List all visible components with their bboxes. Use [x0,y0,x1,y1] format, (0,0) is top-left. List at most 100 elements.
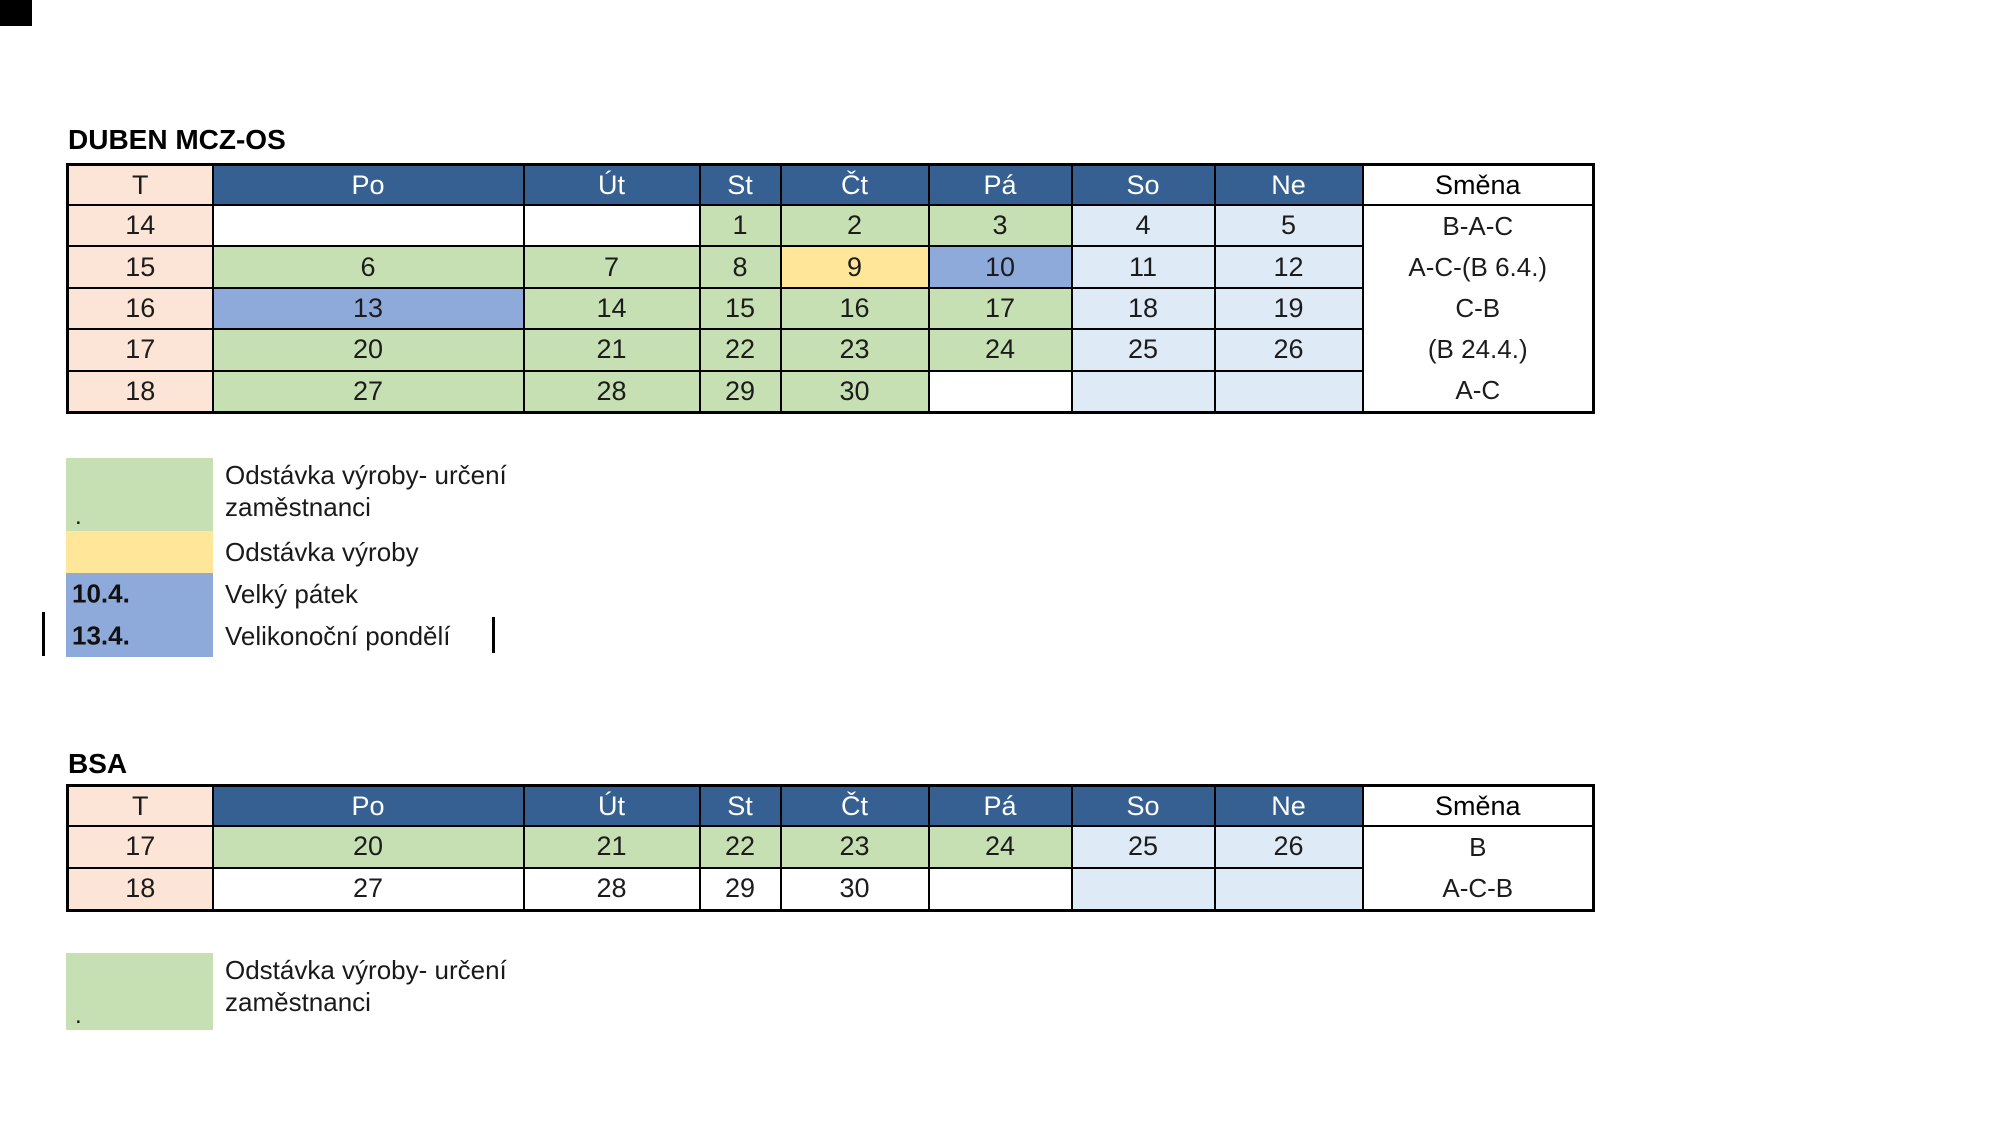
col-header-sat: So [1070,784,1216,827]
day-cell: 19 [1213,286,1364,331]
legend-label: Odstávka výroby- určení zaměstnanci [225,460,507,522]
legend-date: 13.4. [72,620,130,651]
legend-item-easter-monday: 13.4. Velikonoční pondělí [66,615,507,657]
legend-item-shutdown: Odstávka výroby [66,531,507,573]
day-cell: 30 [779,369,930,414]
smena-line: (B 24.4.) [1427,334,1528,364]
day-cell: 28 [522,866,701,912]
legend-swatch-green: . [66,953,213,1030]
legend-item-good-friday: 10.4. Velký pátek [66,573,507,615]
day-cell: 28 [522,369,701,414]
col-header-sun: Ne [1213,163,1364,206]
day-cell [1070,866,1216,912]
header-row: T Po Út St Čt Pá So Ne Směna [66,784,1595,827]
bsa-title: BSA [68,748,128,779]
legend-bsa: . Odstávka výroby- určení zaměstnanci [66,953,507,1030]
legend-item-shutdown-designated: . Odstávka výroby- určení zaměstnanci [66,953,507,1030]
col-header-smena: Směna [1361,784,1595,827]
day-cell: 7 [522,245,701,289]
day-cell: 4 [1070,203,1216,248]
week-row: 14 1 2 3 4 5 B-A-C A-C-(B 6.4.) C-B (B 2… [66,203,1595,414]
day-cell: 23 [779,328,930,372]
dot-mark: . [75,1002,82,1029]
week-row: 15 6 7 8 9 10 11 12 [66,245,1594,289]
screenshot-corner-artifact [0,0,32,26]
day-cell: 18 [1070,286,1216,331]
day-cell: 27 [211,866,525,912]
day-cell: 25 [1070,328,1216,372]
week-row: 16 13 14 15 16 17 18 19 [66,286,1594,331]
day-cell [1213,866,1364,912]
legend-mcz: . Odstávka výroby- určení zaměstnanci Od… [66,458,507,657]
day-cell: 22 [698,328,782,372]
day-cell: 21 [522,328,701,372]
col-header-week: T [66,784,214,827]
col-header-fri: Pá [927,784,1073,827]
col-header-sat: So [1070,163,1216,206]
legend-item-shutdown-designated: . Odstávka výroby- určení zaměstnanci [66,458,507,531]
legend-date: 10.4. [72,578,130,609]
day-cell: 15 [698,286,782,331]
day-cell: 1 [698,203,782,248]
text-cursor-artifact [492,617,495,653]
legend-label: Odstávka výroby [225,536,419,567]
legend-swatch-blue: 13.4. [66,615,213,657]
week-row: 18 27 28 29 30 [66,866,1594,912]
col-header-fri: Pá [927,163,1073,206]
day-cell: 30 [779,866,930,912]
legend-label: Velikonoční pondělí [225,620,451,651]
day-cell: 17 [927,286,1073,331]
day-cell: 13 [211,286,525,331]
week-number-cell: 16 [66,286,214,331]
day-cell: 26 [1213,328,1364,372]
week-number-cell: 18 [66,866,214,912]
day-cell: 23 [779,825,930,869]
day-cell: 29 [698,866,782,912]
day-cell: 29 [698,369,782,414]
header-row: T Po Út St Čt Pá So Ne Směna [66,163,1595,206]
week-number-cell: 18 [66,369,214,414]
day-cell: 5 [1213,203,1364,248]
col-header-thu: Čt [779,784,930,827]
col-header-wed: St [698,163,782,206]
week-row: 17 20 21 22 23 24 25 26 [66,328,1594,372]
day-cell: 9 [779,245,930,289]
day-cell: 25 [1070,825,1216,869]
day-cell [211,203,525,248]
month-title: DUBEN MCZ-OS [68,124,286,155]
col-header-thu: Čt [779,163,930,206]
day-cell: 24 [927,328,1073,372]
day-cell: 6 [211,245,525,289]
day-cell: 21 [522,825,701,869]
week-row: 17 20 21 22 23 24 25 26 B A-C-B [66,825,1595,912]
smena-line: C-B [1455,293,1501,323]
dot-mark: . [75,503,82,530]
day-cell: 26 [1213,825,1364,869]
day-cell: 16 [779,286,930,331]
week-number-cell: 15 [66,245,214,289]
week-number-cell: 14 [66,203,214,248]
day-cell [927,866,1073,912]
col-header-wed: St [698,784,782,827]
week-number-cell: 17 [66,328,214,372]
smena-cell: B-A-C A-C-(B 6.4.) C-B (B 24.4.) A-C [1361,204,1595,414]
day-cell: 20 [211,825,525,869]
day-cell [522,203,701,248]
legend-swatch-blue: 10.4. [66,573,213,615]
day-cell: 14 [522,286,701,331]
legend-swatch-green: . [66,458,213,531]
col-header-tue: Út [522,784,701,827]
smena-line: A-C-(B 6.4.) [1408,252,1548,282]
week-number-cell: 17 [66,825,214,869]
smena-line: A-C [1455,375,1501,405]
day-cell: 11 [1070,245,1216,289]
day-cell [927,369,1073,414]
text-cursor-artifact [42,612,45,656]
col-header-week: T [66,163,214,206]
week-row: 18 27 28 29 30 [66,369,1594,414]
day-cell: 3 [927,203,1073,248]
day-cell [1213,369,1364,414]
day-cell: 12 [1213,245,1364,289]
day-cell: 24 [927,825,1073,869]
day-cell: 2 [779,203,930,248]
